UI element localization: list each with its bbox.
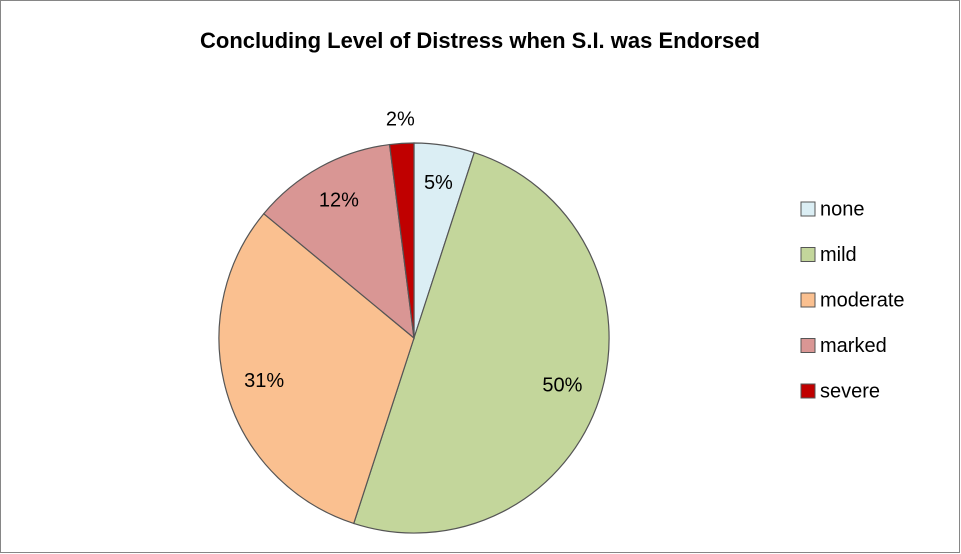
pie-slice — [388, 142, 415, 339]
chart-title: Concluding Level of Distress when S.I. w… — [200, 28, 760, 53]
legend-label: none — [820, 198, 865, 220]
legend-swatch — [800, 292, 816, 308]
data-label: 50% — [542, 374, 582, 396]
legend-swatch — [800, 338, 816, 353]
data-label: 31% — [244, 370, 284, 392]
legend-label: mild — [820, 244, 857, 266]
data-label: 5% — [424, 172, 453, 194]
pie-slice — [218, 212, 415, 525]
legend-swatch — [800, 247, 816, 262]
data-label: 12% — [319, 190, 359, 212]
legend-label: marked — [820, 335, 887, 357]
data-label: 2% — [386, 108, 415, 130]
pie-slice — [262, 143, 415, 340]
legend-swatch — [800, 383, 816, 399]
legend-swatch — [800, 201, 816, 217]
pie-slice — [352, 151, 610, 534]
legend-label: severe — [820, 380, 880, 402]
legend-label: moderate — [820, 289, 905, 311]
